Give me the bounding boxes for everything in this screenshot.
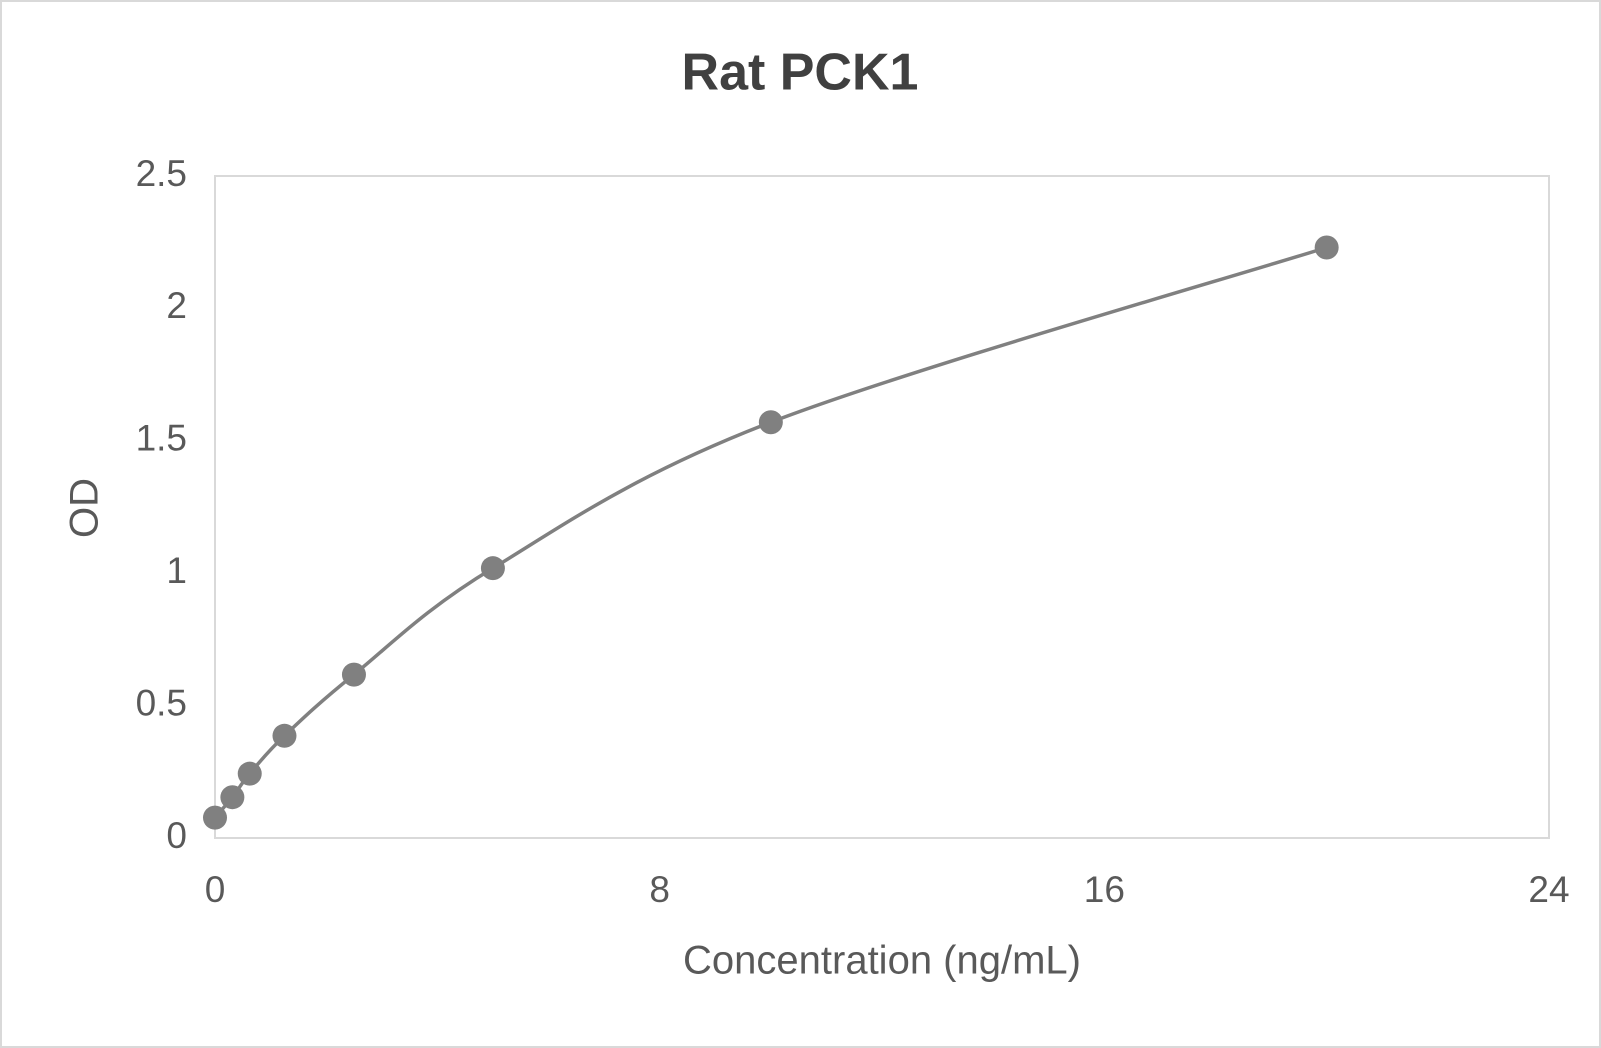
plot-area	[214, 175, 1550, 839]
y-tick-label: 2	[166, 285, 187, 326]
x-axis-title: Concentration (ng/mL)	[683, 939, 1081, 983]
x-tick-label: 8	[649, 869, 670, 910]
data-point	[480, 556, 505, 581]
y-tick-label: 0.5	[136, 682, 187, 723]
y-tick-label: 0	[166, 815, 187, 856]
data-point	[220, 785, 245, 810]
y-tick-label: 1.5	[136, 418, 187, 459]
data-point	[341, 662, 366, 687]
y-tick-label: 1	[166, 550, 187, 591]
y-tick-label: 2.5	[136, 153, 187, 194]
y-axis-title: OD	[63, 478, 107, 538]
x-tick-label: 16	[1084, 869, 1125, 910]
x-tick-label: 24	[1528, 869, 1569, 910]
data-point	[237, 761, 262, 786]
data-point	[1314, 235, 1339, 260]
chart-title: Rat PCK1	[682, 44, 919, 102]
data-point	[272, 723, 297, 748]
data-point	[758, 410, 783, 435]
data-point	[203, 805, 227, 830]
x-tick-label: 0	[205, 869, 226, 910]
